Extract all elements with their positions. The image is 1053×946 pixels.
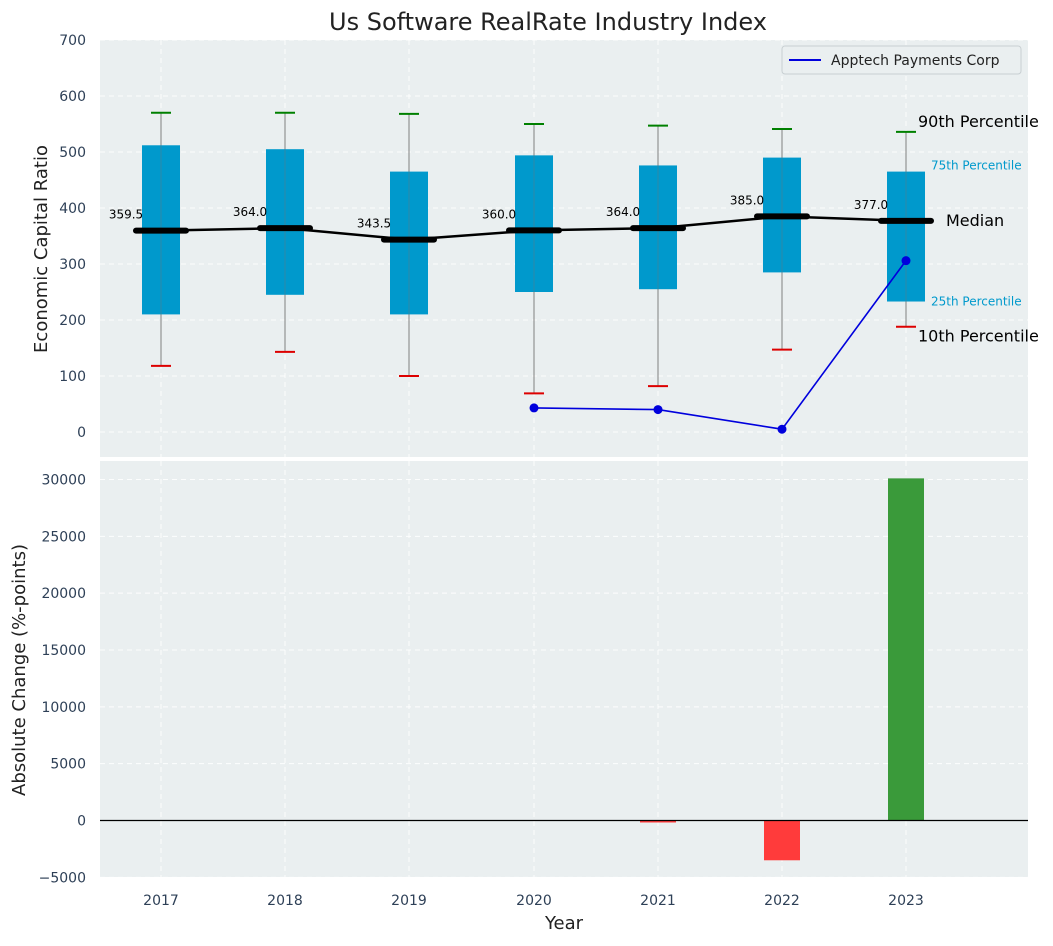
top-y-tick-label: 200 xyxy=(59,313,86,329)
bottom-y-tick-label: 5000 xyxy=(50,757,86,773)
legend: Apptech Payments Corp xyxy=(781,45,1022,75)
series-point xyxy=(653,405,663,415)
x-tick-label: 2022 xyxy=(764,893,800,909)
annotation-p25: 25th Percentile xyxy=(931,295,1022,309)
x-tick-labels: 2017 2018 2019 2020 2021 2022 2023 xyxy=(143,893,924,909)
bottom-y-tick-label: 20000 xyxy=(41,586,86,602)
annotation-p90: 90th Percentile xyxy=(918,112,1039,131)
median-value-label: 360.0 xyxy=(482,207,516,221)
series-point xyxy=(901,256,911,266)
x-tick-label: 2020 xyxy=(516,893,552,909)
median-value-label: 364.0 xyxy=(606,205,640,219)
legend-label: Apptech Payments Corp xyxy=(831,53,1000,69)
median-value-label: 385.0 xyxy=(730,193,764,207)
top-y-tick-label: 100 xyxy=(59,369,86,385)
bottom-y-tick-label: 30000 xyxy=(41,473,86,489)
bottom-y-axis-title: Absolute Change (%-points) xyxy=(9,544,30,796)
bottom-y-tick-label: 0 xyxy=(77,814,86,830)
top-y-tick-label: 700 xyxy=(59,33,86,49)
top-plot-background xyxy=(100,40,1028,457)
bottom-plot-background xyxy=(100,461,1028,877)
top-boxplot-area: 359.5 364.0 343.5 360.0 364.0 385.0 377.0 90th … xyxy=(109,111,1039,434)
top-y-tick-label: 400 xyxy=(59,201,86,217)
bottom-y-tick-label: 15000 xyxy=(41,643,86,659)
change-bar xyxy=(888,478,924,821)
chart-title: Us Software RealRate Industry Index xyxy=(329,8,767,36)
median-value-label: 343.5 xyxy=(357,217,391,231)
annotation-p75: 75th Percentile xyxy=(931,159,1022,173)
top-y-axis-title: Economic Capital Ratio xyxy=(31,145,52,353)
x-tick-label: 2017 xyxy=(143,893,179,909)
bottom-y-tick-label: 25000 xyxy=(41,529,86,545)
bottom-y-tick-labels: −5000 0 5000 10000 15000 20000 25000 30000 xyxy=(39,473,86,887)
bottom-y-tick-label: −5000 xyxy=(39,870,86,886)
top-y-tick-labels: 0 100 200 300 400 500 600 700 xyxy=(59,33,86,441)
top-y-tick-label: 600 xyxy=(59,89,86,105)
legend-box xyxy=(781,45,1022,75)
median-value-label: 359.5 xyxy=(109,208,143,222)
series-point xyxy=(777,424,787,434)
series-point xyxy=(529,403,539,413)
top-y-tick-label: 500 xyxy=(59,145,86,161)
change-bar xyxy=(764,820,800,861)
x-tick-label: 2019 xyxy=(391,893,427,909)
annotation-p10: 10th Percentile xyxy=(918,327,1039,346)
median-value-label: 377.0 xyxy=(854,198,888,212)
bottom-bar-area xyxy=(100,478,1028,861)
bottom-y-tick-label: 10000 xyxy=(41,700,86,716)
top-y-tick-label: 300 xyxy=(59,257,86,273)
median-value-label: 364.0 xyxy=(233,205,267,219)
x-tick-label: 2023 xyxy=(888,893,924,909)
x-tick-label: 2018 xyxy=(267,893,303,909)
series-line xyxy=(533,260,907,431)
annotation-median: Median xyxy=(946,211,1004,230)
change-bar xyxy=(640,820,676,823)
x-tick-label: 2021 xyxy=(640,893,676,909)
top-y-tick-label: 0 xyxy=(77,425,86,441)
x-axis-title: Year xyxy=(544,913,584,934)
